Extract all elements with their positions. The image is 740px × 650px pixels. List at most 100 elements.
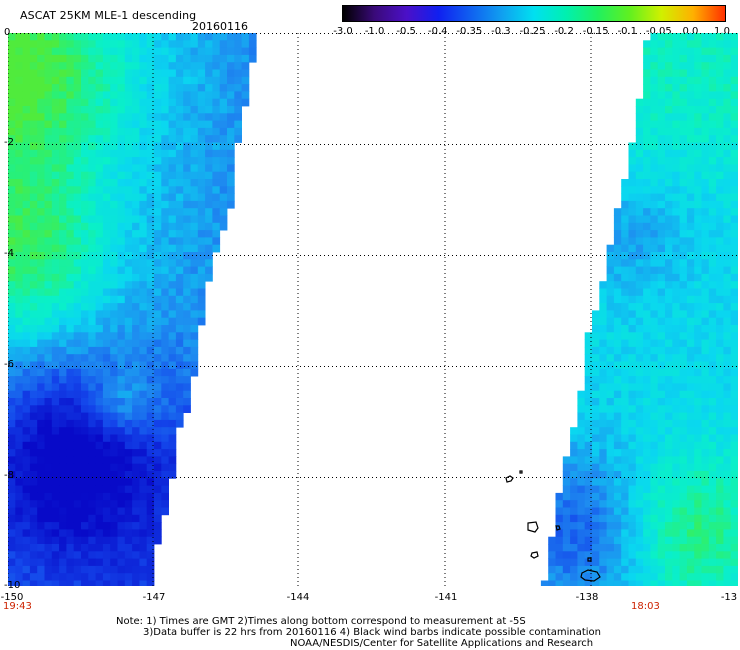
wind-cell [95, 288, 104, 297]
wind-cell [102, 573, 111, 581]
wind-cell [117, 244, 126, 253]
wind-cell [679, 514, 688, 523]
wind-cell [686, 544, 695, 552]
wind-cell [139, 471, 148, 479]
wind-cell [701, 434, 710, 443]
wind-cell [234, 47, 242, 56]
wind-cell [665, 419, 673, 428]
wind-cell [708, 514, 717, 523]
wind-cell [51, 259, 60, 267]
wind-cell [657, 317, 666, 326]
wind-cell [730, 266, 738, 275]
wind-cell [694, 193, 702, 202]
wind-cell [679, 120, 688, 129]
wind-cell [635, 456, 644, 465]
wind-cell [730, 288, 738, 297]
wind-cell [723, 522, 732, 530]
wind-cell [132, 273, 140, 282]
wind-cell [657, 259, 666, 267]
wind-cell [139, 441, 148, 450]
wind-cell [183, 346, 191, 355]
wind-cell [650, 106, 659, 114]
wind-cell [81, 149, 89, 158]
wind-cell [730, 551, 738, 559]
wind-cell [51, 84, 60, 92]
wind-cell [197, 193, 206, 202]
wind-cell [29, 405, 38, 413]
wind-cell [190, 259, 199, 267]
wind-cell [650, 441, 659, 450]
wind-cell [643, 376, 651, 384]
wind-cell [694, 317, 702, 326]
wind-cell [657, 91, 666, 100]
wind-cell [679, 565, 688, 574]
wind-cell [110, 266, 118, 275]
wind-cell [679, 273, 688, 282]
wind-cell [730, 142, 738, 151]
wind-cell [66, 222, 75, 231]
wind-cell [88, 419, 96, 428]
wind-cell [146, 361, 155, 370]
wind-cell [124, 507, 133, 516]
wind-cell [15, 149, 23, 158]
wind-cell [584, 441, 593, 450]
wind-cell [37, 230, 45, 238]
wind-cell [22, 259, 31, 267]
wind-cell [110, 346, 118, 355]
wind-cell [672, 179, 680, 187]
wind-cell [117, 310, 126, 319]
wind-cell [723, 208, 732, 216]
wind-cell [227, 179, 235, 187]
wind-cell [694, 244, 702, 253]
left-swath-time: 19:43 [3, 601, 32, 612]
wind-cell [168, 303, 177, 311]
wind-cell [708, 186, 717, 194]
wind-cell [110, 222, 118, 231]
wind-cell [701, 398, 710, 406]
wind-cell [37, 346, 45, 355]
wind-cell [73, 507, 82, 516]
wind-cell [686, 33, 695, 41]
wind-cell [190, 368, 199, 377]
wind-cell [628, 164, 637, 173]
wind-cell [212, 40, 221, 48]
wind-cell [650, 471, 659, 479]
wind-cell [15, 522, 23, 530]
wind-cell [95, 200, 104, 209]
wind-cell [686, 441, 695, 450]
wind-cell [146, 215, 155, 224]
wind-cell [102, 565, 111, 574]
wind-cell [44, 514, 53, 523]
wind-cell [212, 186, 221, 194]
wind-cell [613, 492, 622, 501]
wind-cell [730, 91, 738, 100]
wind-cell [81, 33, 89, 41]
wind-cell [679, 434, 688, 443]
wind-cell [15, 536, 23, 545]
wind-cell [161, 47, 169, 56]
wind-cell [665, 456, 673, 465]
wind-cell [621, 383, 629, 392]
wind-cell [66, 558, 75, 567]
wind-cell [81, 427, 89, 435]
wind-cell [650, 193, 659, 202]
wind-cell [51, 390, 60, 399]
wind-cell [161, 339, 169, 348]
wind-cell [716, 215, 724, 224]
wind-cell [102, 215, 111, 224]
wind-cell [44, 47, 53, 56]
wind-cell [621, 186, 629, 194]
wind-cell [234, 106, 242, 114]
wind-cell [59, 361, 67, 370]
wind-cell [29, 288, 38, 297]
wind-cell [154, 266, 162, 275]
wind-cell [15, 230, 23, 238]
wind-cell [88, 368, 96, 377]
wind-cell [599, 325, 607, 333]
wind-cell [168, 419, 177, 428]
wind-cell [650, 288, 659, 297]
wind-cell [73, 544, 82, 552]
wind-cell [117, 325, 126, 333]
island-outline [527, 521, 539, 533]
wind-cell [701, 573, 710, 581]
